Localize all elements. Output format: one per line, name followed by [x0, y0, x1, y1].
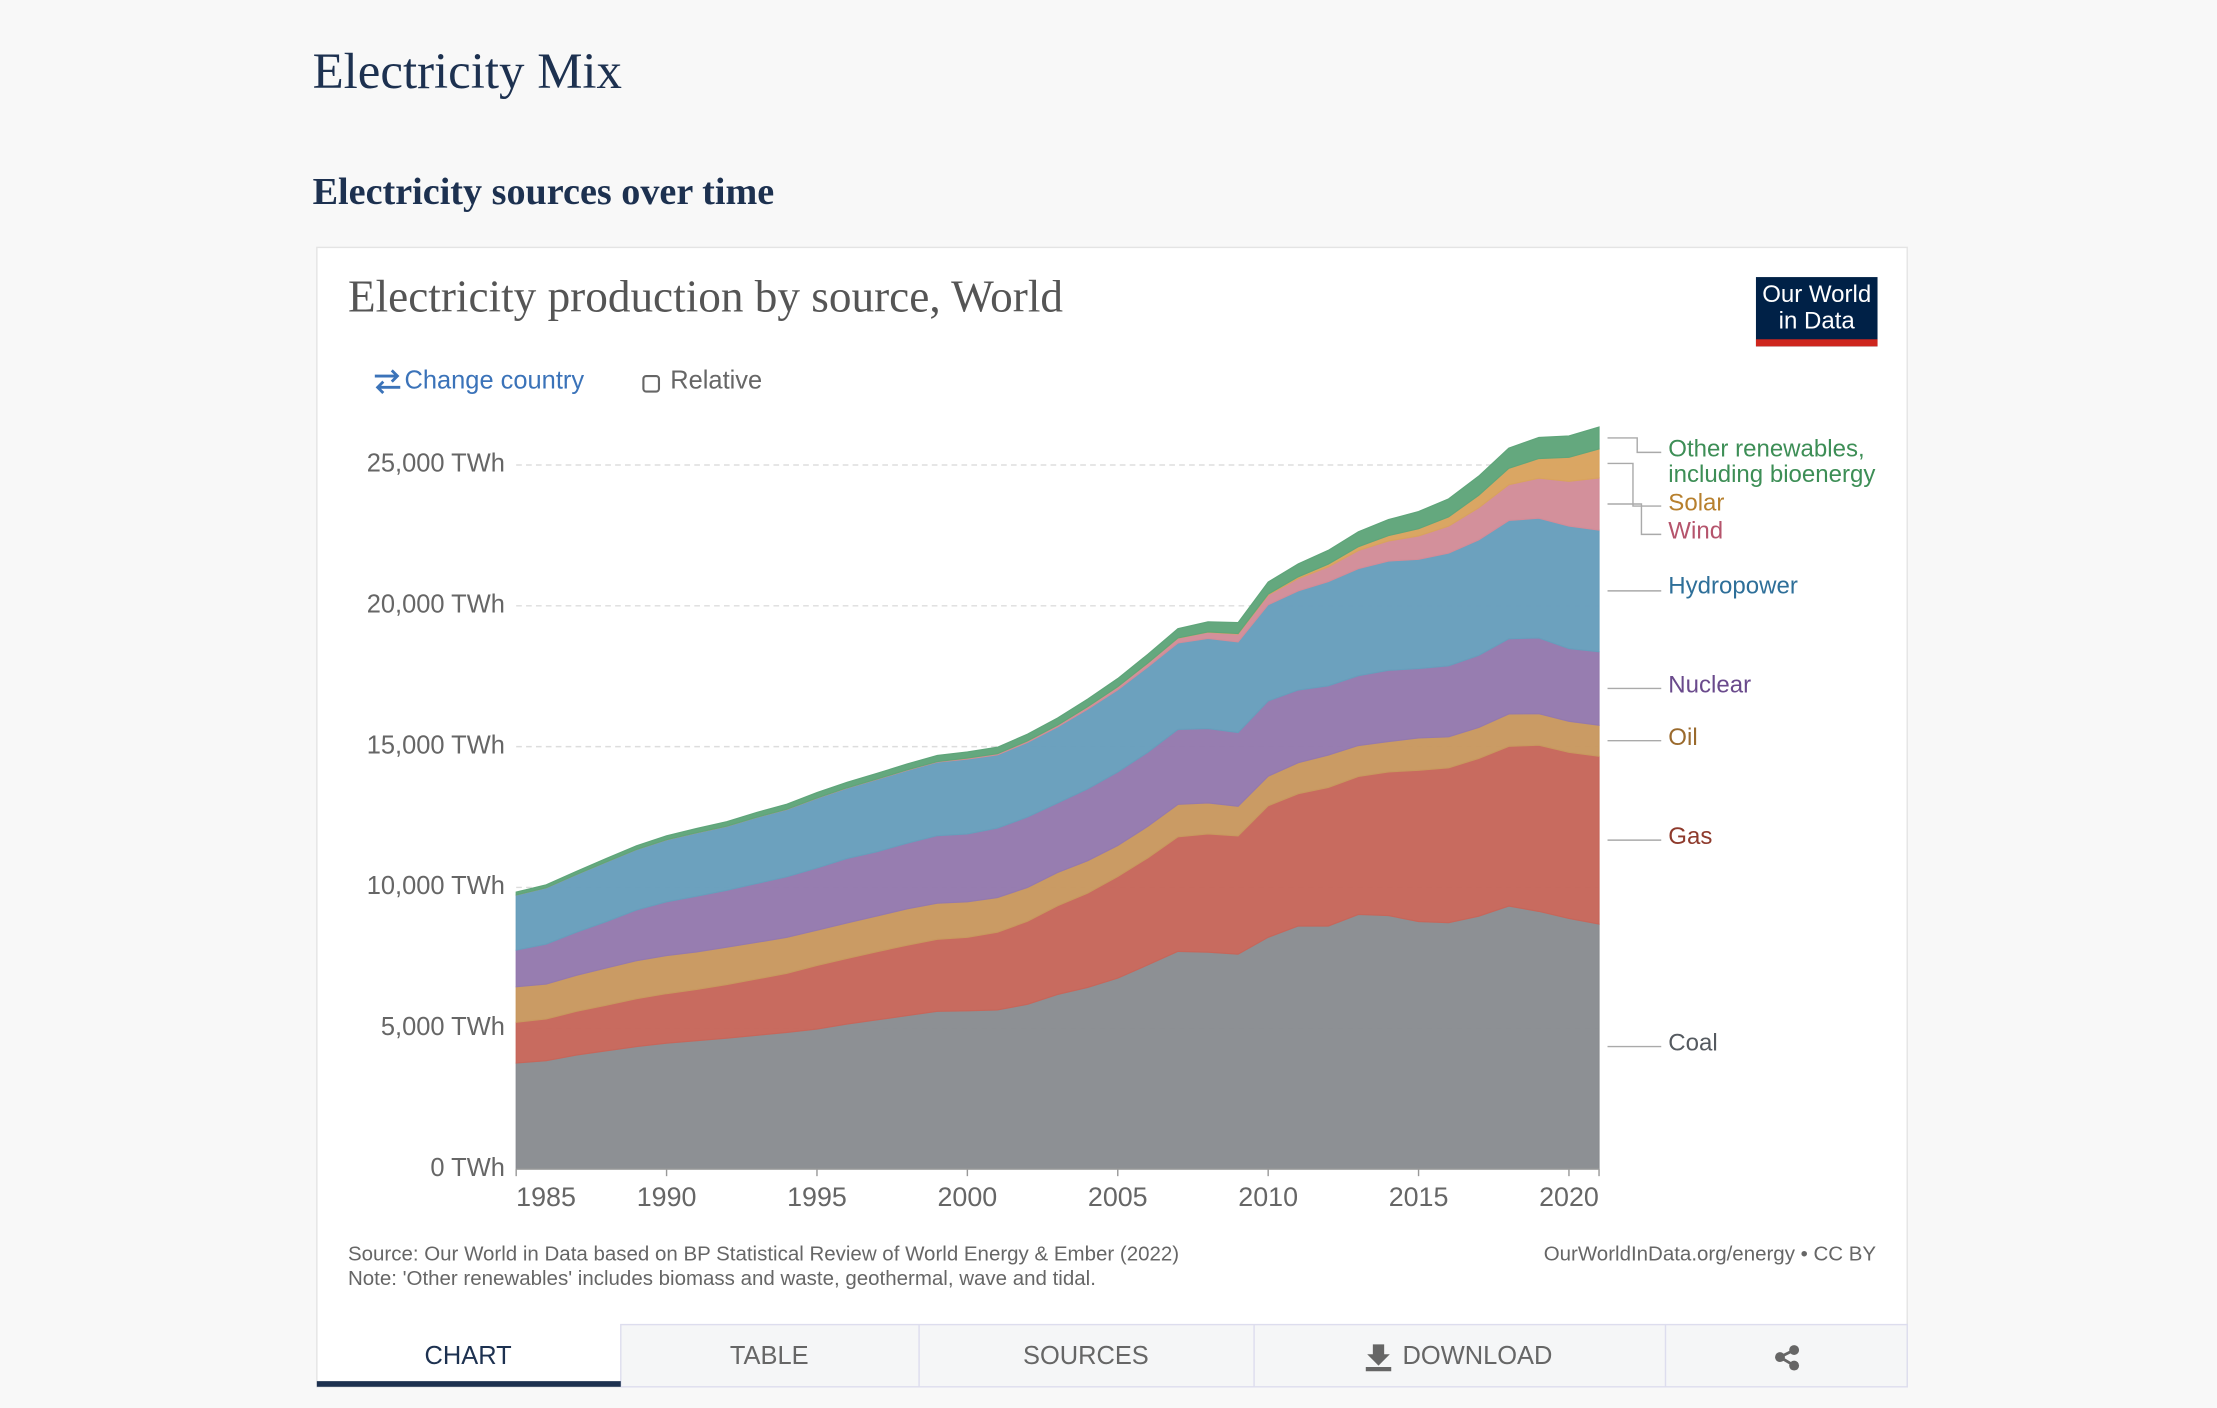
- legend-entry: Solar: [1668, 490, 1725, 516]
- legend-entry: Coal: [1668, 1030, 1718, 1056]
- legend-entry: Hydropower: [1668, 573, 1798, 600]
- active-tab-underline: [316, 1381, 621, 1387]
- x-tick-label: 1995: [787, 1182, 847, 1212]
- logo-text: in Data: [1779, 308, 1856, 335]
- y-tick-label: 0 TWh: [430, 1154, 504, 1182]
- x-tick-label: 1985: [516, 1182, 576, 1212]
- legend-entry: Other renewables, including bioenergy: [1668, 436, 1876, 488]
- share-icon: [1789, 1345, 1800, 1355]
- share-button[interactable]: [1775, 1345, 1800, 1371]
- legend-label: Solar: [1668, 490, 1725, 516]
- legend-label: Nuclear: [1668, 672, 1752, 699]
- relative-toggle[interactable]: Relative: [642, 366, 762, 394]
- legend-entry: Nuclear: [1668, 672, 1752, 699]
- area: [515, 426, 1600, 896]
- y-tick-label: 5,000 TWh: [381, 1013, 505, 1041]
- logo: Our World in Data: [1755, 277, 1878, 347]
- legend-label: Oil: [1668, 725, 1698, 751]
- x-tick-label: 1990: [637, 1182, 697, 1212]
- legend-entry: Oil: [1668, 725, 1698, 751]
- logo-bar: [1755, 339, 1878, 347]
- logo-text: Our World: [1762, 281, 1871, 308]
- share-icon: [1775, 1352, 1785, 1363]
- tab-download[interactable]: DOWNLOAD: [1403, 1342, 1553, 1370]
- tab-table[interactable]: TABLE: [730, 1342, 809, 1370]
- source-note: Source: Our World in Data based on BP St…: [348, 1243, 1179, 1266]
- credit: OurWorldInData.org/energy • CC BY: [1544, 1243, 1877, 1266]
- legend-label: Wind: [1668, 518, 1724, 545]
- section-heading: Electricity sources over time: [313, 171, 775, 213]
- chart-title: Electricity production by source, World: [348, 271, 1063, 321]
- legend-entry: Gas: [1668, 824, 1713, 850]
- legend-connector: [1607, 462, 1662, 507]
- y-tick-label: 20,000 TWh: [367, 591, 505, 619]
- legend-connector: [1607, 503, 1662, 536]
- legend-connector: [1607, 437, 1662, 454]
- x-tick-label: 2020: [1539, 1182, 1599, 1212]
- y-tick-label: 25,000 TWh: [367, 450, 505, 478]
- tab-background: [620, 1323, 1908, 1388]
- y-tick-label: 10,000 TWh: [367, 872, 505, 900]
- legend-label: Other renewables, including bioenergy: [1668, 436, 1876, 488]
- swap-icon: [374, 369, 401, 394]
- legend-entry: Wind: [1668, 518, 1724, 545]
- plot: 0 TWh 5,000 TWh 10,000 TWh 15,000 TWh 20,000…: [367, 426, 1876, 1212]
- tab-sources[interactable]: SOURCES: [1023, 1342, 1149, 1370]
- legend-label: Gas: [1668, 824, 1713, 850]
- legend-label: Hydropower: [1668, 573, 1798, 600]
- logo-box: [1755, 277, 1878, 347]
- checkbox: [642, 374, 661, 393]
- x-tick-label: 2000: [938, 1182, 998, 1212]
- x-tick-label: 2015: [1389, 1182, 1449, 1212]
- tab-chart[interactable]: CHART: [425, 1342, 512, 1370]
- x-tick-label: 2005: [1088, 1182, 1148, 1212]
- relative-label: Relative: [670, 366, 762, 394]
- x-tick-label: 2010: [1238, 1182, 1298, 1212]
- download-icon: [1365, 1344, 1392, 1372]
- change-country[interactable]: Change country: [374, 366, 585, 394]
- share-icon: [1789, 1360, 1800, 1371]
- legend-label: Coal: [1668, 1030, 1718, 1056]
- tab-bar: CHART TABLE SOURCES DOWNLOAD: [316, 1323, 1908, 1388]
- footnote: Note: 'Other renewables' includes biomas…: [348, 1267, 1096, 1290]
- page-heading: Electricity Mix: [313, 44, 622, 100]
- change-country-label: Change country: [405, 366, 585, 394]
- y-tick-label: 15,000 TWh: [367, 731, 505, 759]
